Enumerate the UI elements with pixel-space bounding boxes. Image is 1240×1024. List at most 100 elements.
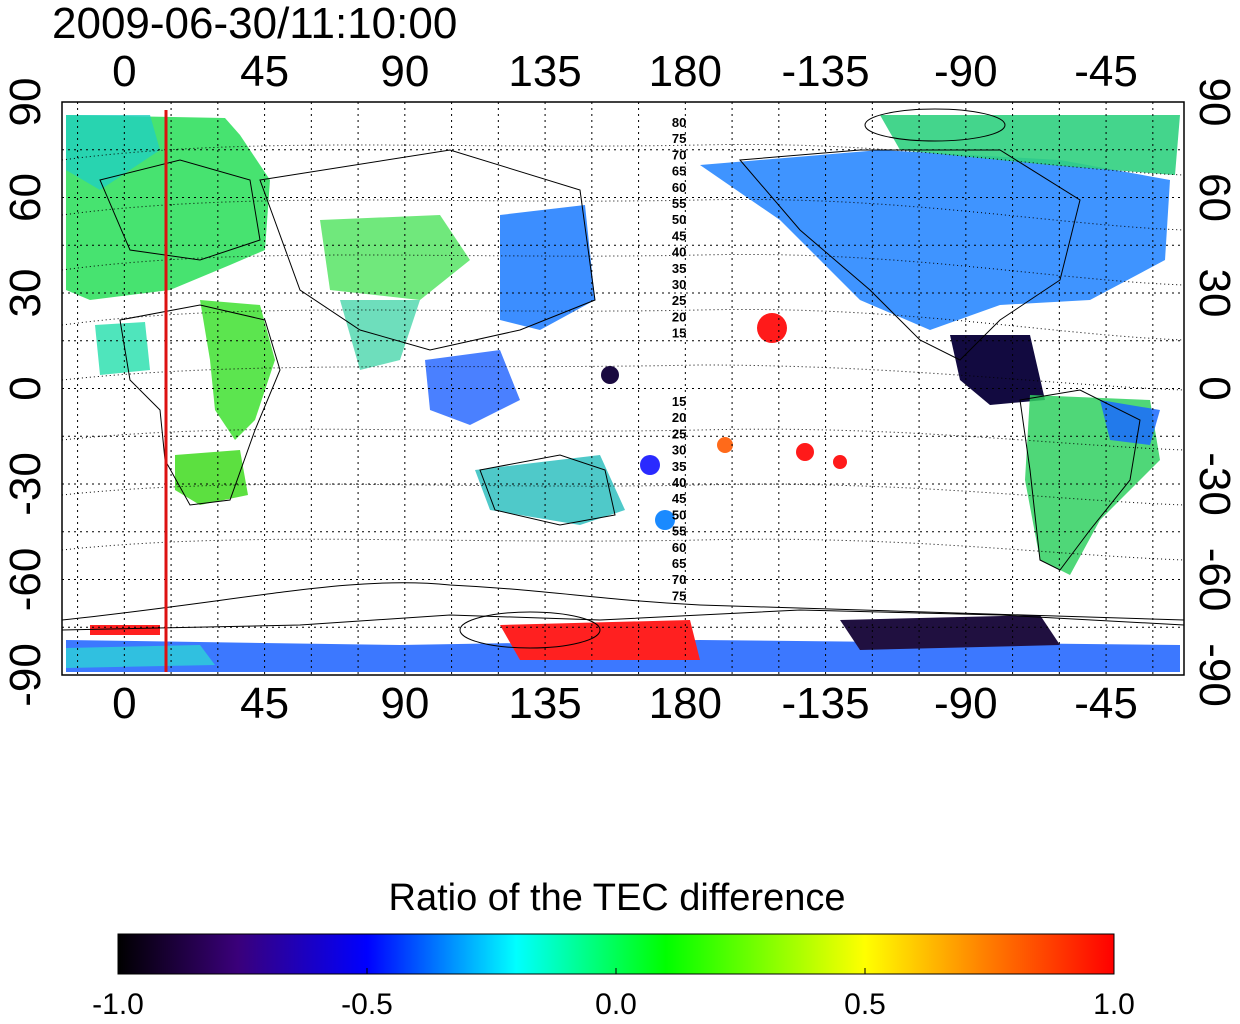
- lon-axis-top: 0 45 90 135 180 -135 -90 -45: [112, 47, 1138, 96]
- plot-title: 2009-06-30/11:10:00: [52, 0, 457, 48]
- map-grid: [62, 102, 1184, 675]
- contour-north-4: [62, 308, 1184, 341]
- lon-tick-label-bottom: 180: [649, 679, 722, 728]
- lat-tick-label-right: 0: [1190, 376, 1239, 400]
- contour-label-south: 15: [672, 394, 686, 409]
- coast-asia: [259, 149, 596, 351]
- lon-tick-label-top: 135: [508, 47, 581, 96]
- contour-label-south: 65: [672, 556, 686, 571]
- tec-region-west-africa: [95, 322, 150, 375]
- tec-region-antarctic-west: [66, 645, 215, 668]
- tec-region-europe-cyan: [66, 115, 160, 190]
- lat-tick-label-left: -90: [1, 643, 50, 707]
- coast-australia: [479, 454, 616, 526]
- contour-north-1: [62, 143, 1184, 176]
- tec-spot-pacific-6: [655, 510, 675, 530]
- tec-region-se-asia: [425, 350, 520, 425]
- tec-region-antarctic-dark: [840, 615, 1060, 650]
- contour-label-south: 50: [672, 507, 686, 522]
- lat-tick-label-left: 30: [1, 269, 50, 318]
- lat-tick-label-right: -90: [1190, 643, 1239, 707]
- tec-region-africa: [200, 300, 275, 440]
- contour-labels: 8075706560555045403530252015152025303540…: [672, 115, 686, 603]
- contour-label-north: 70: [672, 147, 686, 162]
- contour-label-north: 45: [672, 228, 686, 243]
- tec-spot-pacific-1: [796, 443, 814, 461]
- lon-tick-label-top: 45: [240, 47, 289, 96]
- tec-spot-pacific-5: [601, 366, 619, 384]
- contour-label-north: 30: [672, 277, 686, 292]
- lat-tick-label-right: -30: [1190, 452, 1239, 516]
- contour-label-north: 35: [672, 261, 686, 276]
- tec-region-antarctic-red: [500, 620, 700, 660]
- tec-region-asia: [320, 215, 470, 300]
- lon-tick-label-top: -135: [782, 47, 870, 96]
- lat-tick-label-left: 0: [1, 376, 50, 400]
- lon-tick-label-bottom: -45: [1074, 679, 1138, 728]
- contour-label-south: 55: [672, 524, 686, 539]
- contour-north-pole: [864, 108, 1006, 142]
- tec-spot-antarctic-red: [90, 625, 160, 635]
- contour-label-south: 70: [672, 572, 686, 587]
- contour-label-north: 65: [672, 164, 686, 179]
- lat-tick-label-right: 60: [1190, 173, 1239, 222]
- contour-label-south: 25: [672, 426, 686, 441]
- lon-tick-label-bottom: -90: [934, 679, 998, 728]
- lat-axis-right: 90 60 30 0 -30 -60 -90: [1190, 78, 1239, 707]
- tec-spot-pacific-3: [717, 437, 733, 453]
- contour-label-north: 75: [672, 131, 686, 146]
- colorbar-tick-label: -0.5: [341, 988, 393, 1021]
- lon-tick-label-bottom: 0: [112, 679, 136, 728]
- colorbar-ticks: -1.0 -0.5 0.0 0.5 1.0: [92, 968, 1135, 1021]
- lon-tick-label-top: 90: [380, 47, 429, 96]
- coast-africa: [119, 304, 281, 506]
- lat-axis-left: 90 60 30 0 -30 -60 -90: [1, 78, 50, 707]
- contour-label-south: 30: [672, 443, 686, 458]
- tec-spot-pacific-2: [833, 455, 847, 469]
- tec-spot-hawaii: [757, 313, 787, 343]
- lat-tick-label-left: -60: [1, 548, 50, 612]
- colorbar-tick-label: 0.5: [844, 988, 886, 1021]
- coast-europe: [99, 159, 261, 261]
- coastlines: [62, 149, 1184, 631]
- lon-tick-label-top: -45: [1074, 47, 1138, 96]
- contour-label-north: 20: [672, 309, 686, 324]
- lon-tick-label-bottom: 45: [240, 679, 289, 728]
- contour-label-north: 60: [672, 180, 686, 195]
- tec-spot-pacific-4: [640, 455, 660, 475]
- contour-label-north: 25: [672, 293, 686, 308]
- contour-label-south: 40: [672, 475, 686, 490]
- tec-region-central-america: [950, 335, 1045, 405]
- contour-label-south: 60: [672, 540, 686, 555]
- coast-south-america: [1019, 389, 1141, 571]
- contour-label-south: 75: [672, 588, 686, 603]
- colorbar: [117, 933, 1115, 975]
- colorbar-tick-label: 1.0: [1093, 988, 1135, 1021]
- tec-region-canada-cyan: [880, 115, 1180, 175]
- contour-label-south: 20: [672, 410, 686, 425]
- contour-label-south: 45: [672, 491, 686, 506]
- lat-tick-label-right: -60: [1190, 548, 1239, 612]
- tec-region-east-asia: [500, 205, 595, 330]
- contour-label-south: 35: [672, 459, 686, 474]
- contour-label-north: 15: [672, 326, 686, 341]
- lat-tick-label-left: 90: [1, 78, 50, 127]
- coast-antarctica: [62, 609, 1184, 631]
- contour-north-3: [62, 253, 1184, 286]
- colorbar-tick-label: -1.0: [92, 988, 144, 1021]
- lon-tick-label-bottom: 135: [508, 679, 581, 728]
- coast-north-america: [738, 149, 1081, 361]
- lon-axis-bottom: 0 45 90 135 180 -135 -90 -45: [112, 679, 1138, 728]
- contour-north-2: [62, 198, 1184, 231]
- lat-tick-label-right: 90: [1190, 78, 1239, 127]
- lon-tick-label-top: -90: [934, 47, 998, 96]
- contour-label-north: 50: [672, 212, 686, 227]
- colorbar-label: Ratio of the TEC difference: [389, 877, 846, 919]
- tec-region-australia: [475, 455, 625, 525]
- contour-label-north: 40: [672, 245, 686, 260]
- contour-label-north: 55: [672, 196, 686, 211]
- lon-tick-label-bottom: 90: [380, 679, 429, 728]
- tec-region-south-america-blue: [1100, 400, 1160, 445]
- lon-tick-label-bottom: -135: [782, 679, 870, 728]
